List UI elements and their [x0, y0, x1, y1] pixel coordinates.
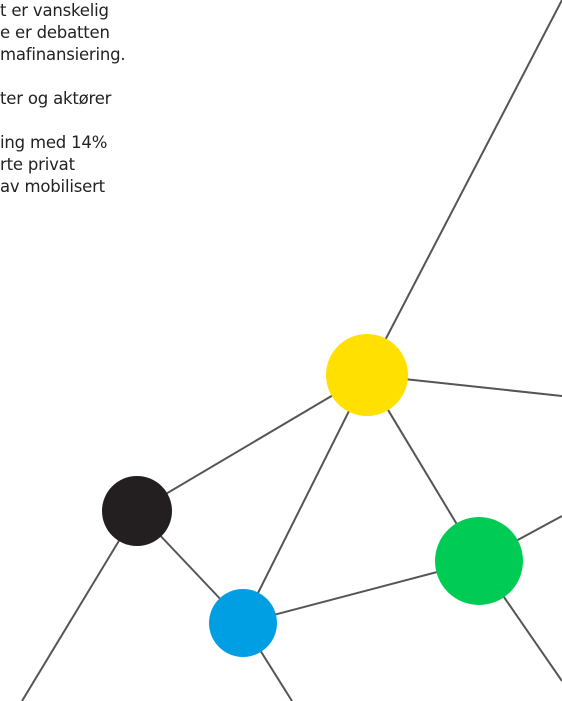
- node-green: [435, 517, 523, 605]
- text-line-4: ter og aktører: [0, 89, 112, 108]
- text-line-6: rte privat: [0, 155, 75, 174]
- text-line-2: e er debatten: [0, 23, 110, 42]
- text-line-7: av mobilisert: [0, 177, 105, 196]
- connection-line: [21, 510, 138, 701]
- text-line-3: mafinansiering.: [0, 45, 126, 64]
- connection-line: [366, 0, 562, 376]
- node-blue: [209, 589, 277, 657]
- text-line-1: t er vanskelig: [0, 1, 109, 20]
- connection-line: [136, 374, 368, 512]
- node-black: [102, 476, 172, 546]
- text-line-5: ing med 14%: [0, 133, 108, 152]
- body-text-fragment: t er vanskelig e er debatten mafinansier…: [0, 0, 200, 198]
- node-yellow: [326, 334, 408, 416]
- connection-line: [242, 374, 368, 624]
